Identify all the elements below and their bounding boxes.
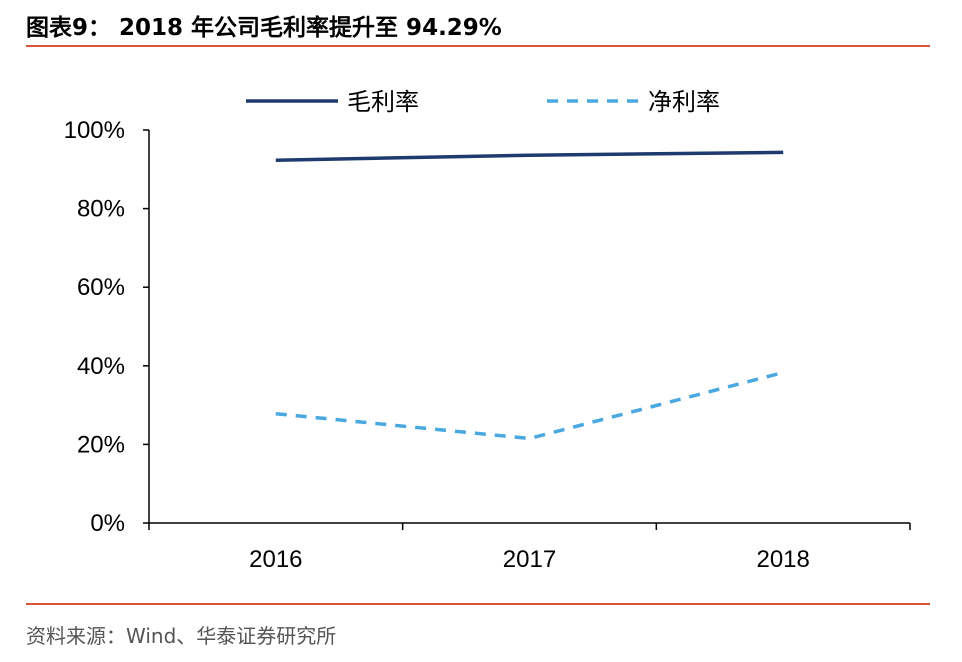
y-tick-label: 20% [77, 431, 125, 458]
y-tick-label: 80% [77, 196, 125, 223]
top-rule [26, 45, 930, 47]
figure-title-text: 2018 年公司毛利率提升至 94.29% [119, 15, 502, 41]
axes: 0% 20% 40% 60% 80% 100% 2016 2017 2018 [64, 117, 911, 573]
x-tick-label: 2016 [249, 546, 302, 573]
y-tick-label: 60% [77, 274, 125, 301]
y-tick-label: 0% [90, 510, 125, 537]
series-line-gross-margin [275, 150, 784, 163]
bottom-rule [26, 603, 930, 605]
series-line-net-margin [275, 370, 784, 441]
series-layer [275, 150, 784, 441]
source-note: 资料来源：Wind、华泰证券研究所 [26, 624, 337, 648]
legend-label: 毛利率 [347, 88, 419, 116]
figure-title: 图表9： 2018 年公司毛利率提升至 94.29% [26, 8, 502, 42]
y-tick-label: 100% [64, 117, 125, 144]
figure-label: 图表9： [26, 15, 112, 41]
y-tick-label: 40% [77, 353, 125, 380]
x-tick-label: 2017 [503, 546, 556, 573]
x-tick-label: 2018 [756, 546, 809, 573]
legend: 毛利率 净利率 [246, 88, 720, 116]
legend-label: 净利率 [648, 88, 720, 116]
